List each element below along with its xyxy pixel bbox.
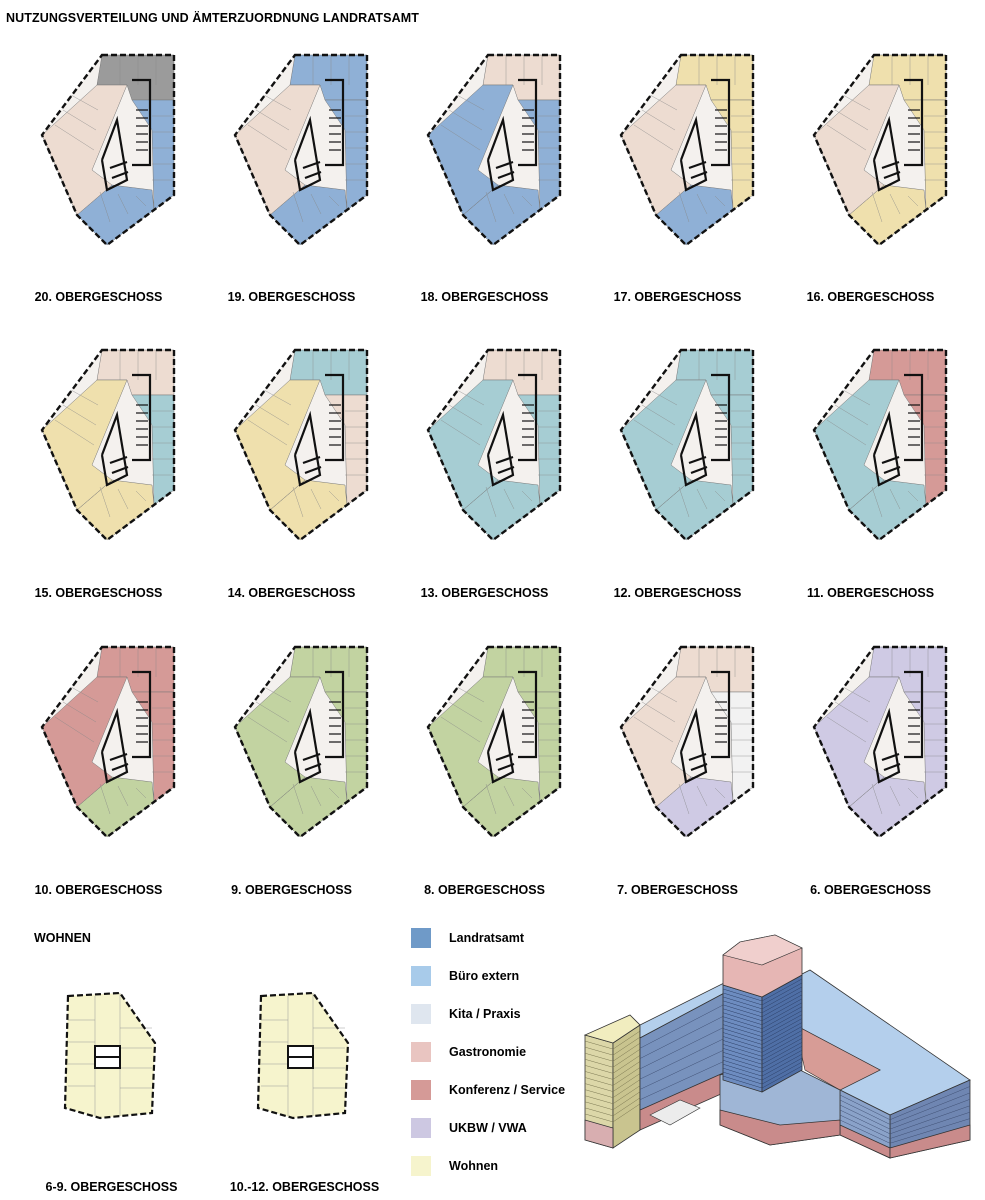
floor-plan-5 — [40, 348, 176, 542]
legend-label: UKBW / VWA — [449, 1121, 527, 1135]
floor-plan-13 — [619, 645, 755, 839]
floor-label: 7. OBERGESCHOSS — [617, 883, 738, 897]
floor-label: 18. OBERGESCHOSS — [420, 290, 549, 304]
floor-plan-8 — [619, 348, 755, 542]
floor-label: 10. OBERGESCHOSS — [34, 883, 163, 897]
legend-swatch — [411, 1080, 431, 1100]
legend-label: Büro extern — [449, 969, 520, 983]
page-title: NUTZUNGSVERTEILUNG UND ÄMTERZUORDNUNG LA… — [6, 11, 419, 25]
floor-plan-7 — [426, 348, 562, 542]
floor-label: 17. OBERGESCHOSS — [613, 290, 742, 304]
zone-beige — [324, 394, 368, 506]
zone-yellow — [710, 99, 754, 211]
floor-label: 14. OBERGESCHOSS — [227, 586, 356, 600]
axo-right-block-base-front — [889, 1124, 971, 1159]
axo-wohnen-tower-base — [584, 1119, 614, 1149]
zone-green — [324, 691, 368, 803]
floor-plan-4 — [812, 53, 948, 247]
legend-label: Landratsamt — [449, 931, 525, 945]
floor-label: 9. OBERGESCHOSS — [231, 883, 352, 897]
wohnen-section-title: WOHNEN — [34, 931, 91, 945]
legend-swatch — [411, 1156, 431, 1176]
floor-label: 8. OBERGESCHOSS — [424, 883, 545, 897]
legend-swatch — [411, 1118, 431, 1138]
floor-label: 20. OBERGESCHOSS — [34, 290, 163, 304]
zone-landratsamt — [131, 99, 175, 211]
wohnen-plan-0 — [63, 991, 157, 1120]
floor-plan-0 — [40, 53, 176, 247]
floor-plan-3 — [619, 53, 755, 247]
floor-plan-14 — [812, 645, 948, 839]
floor-plan-11 — [233, 645, 369, 839]
legend-label: Gastronomie — [449, 1045, 527, 1059]
zone-green — [517, 691, 561, 803]
zone-landratsamt — [517, 99, 561, 211]
floor-label: 6. OBERGESCHOSS — [810, 883, 931, 897]
floor-plan-10 — [40, 645, 176, 839]
wohnen-plan-label: 6-9. OBERGESCHOSS — [45, 1180, 178, 1194]
axo-tower-roof-top — [722, 934, 803, 966]
legend-swatch — [411, 1004, 431, 1024]
floor-label: 12. OBERGESCHOSS — [613, 586, 742, 600]
zone-teal — [517, 394, 561, 506]
axo-podium-base — [719, 1109, 841, 1146]
axo-wohnen-tower-front — [612, 1024, 641, 1149]
floor-plan-1 — [233, 53, 369, 247]
zone-konferenz — [131, 691, 175, 803]
floor-plan-12 — [426, 645, 562, 839]
floor-plan-2 — [426, 53, 562, 247]
zone-teal — [710, 394, 754, 506]
floor-label: 19. OBERGESCHOSS — [227, 290, 356, 304]
legend-label: Wohnen — [449, 1159, 499, 1173]
zone-konferenz — [903, 394, 947, 506]
floor-label: 11. OBERGESCHOSS — [806, 586, 935, 600]
zone-ukbw — [903, 691, 947, 803]
building-axonometry — [583, 934, 971, 1159]
legend-swatch — [411, 966, 431, 986]
legend-label: Konferenz / Service — [449, 1083, 566, 1097]
legend-label: Kita / Praxis — [449, 1007, 521, 1021]
legend-swatch — [411, 928, 431, 948]
zone-teal — [131, 394, 175, 506]
floor-label: 13. OBERGESCHOSS — [420, 586, 549, 600]
wohnen-plan-label: 10.-12. OBERGESCHOSS — [229, 1180, 380, 1194]
floor-plan-9 — [812, 348, 948, 542]
zone-yellow — [903, 99, 947, 211]
floor-plan-6 — [233, 348, 369, 542]
zone-white — [710, 691, 754, 803]
zone-landratsamt — [324, 99, 368, 211]
floor-label: 15. OBERGESCHOSS — [34, 586, 163, 600]
floor-label: 16. OBERGESCHOSS — [806, 290, 935, 304]
wohnen-plan-1 — [256, 991, 350, 1120]
axo-courtyard — [649, 1099, 701, 1126]
legend-swatch — [411, 1042, 431, 1062]
